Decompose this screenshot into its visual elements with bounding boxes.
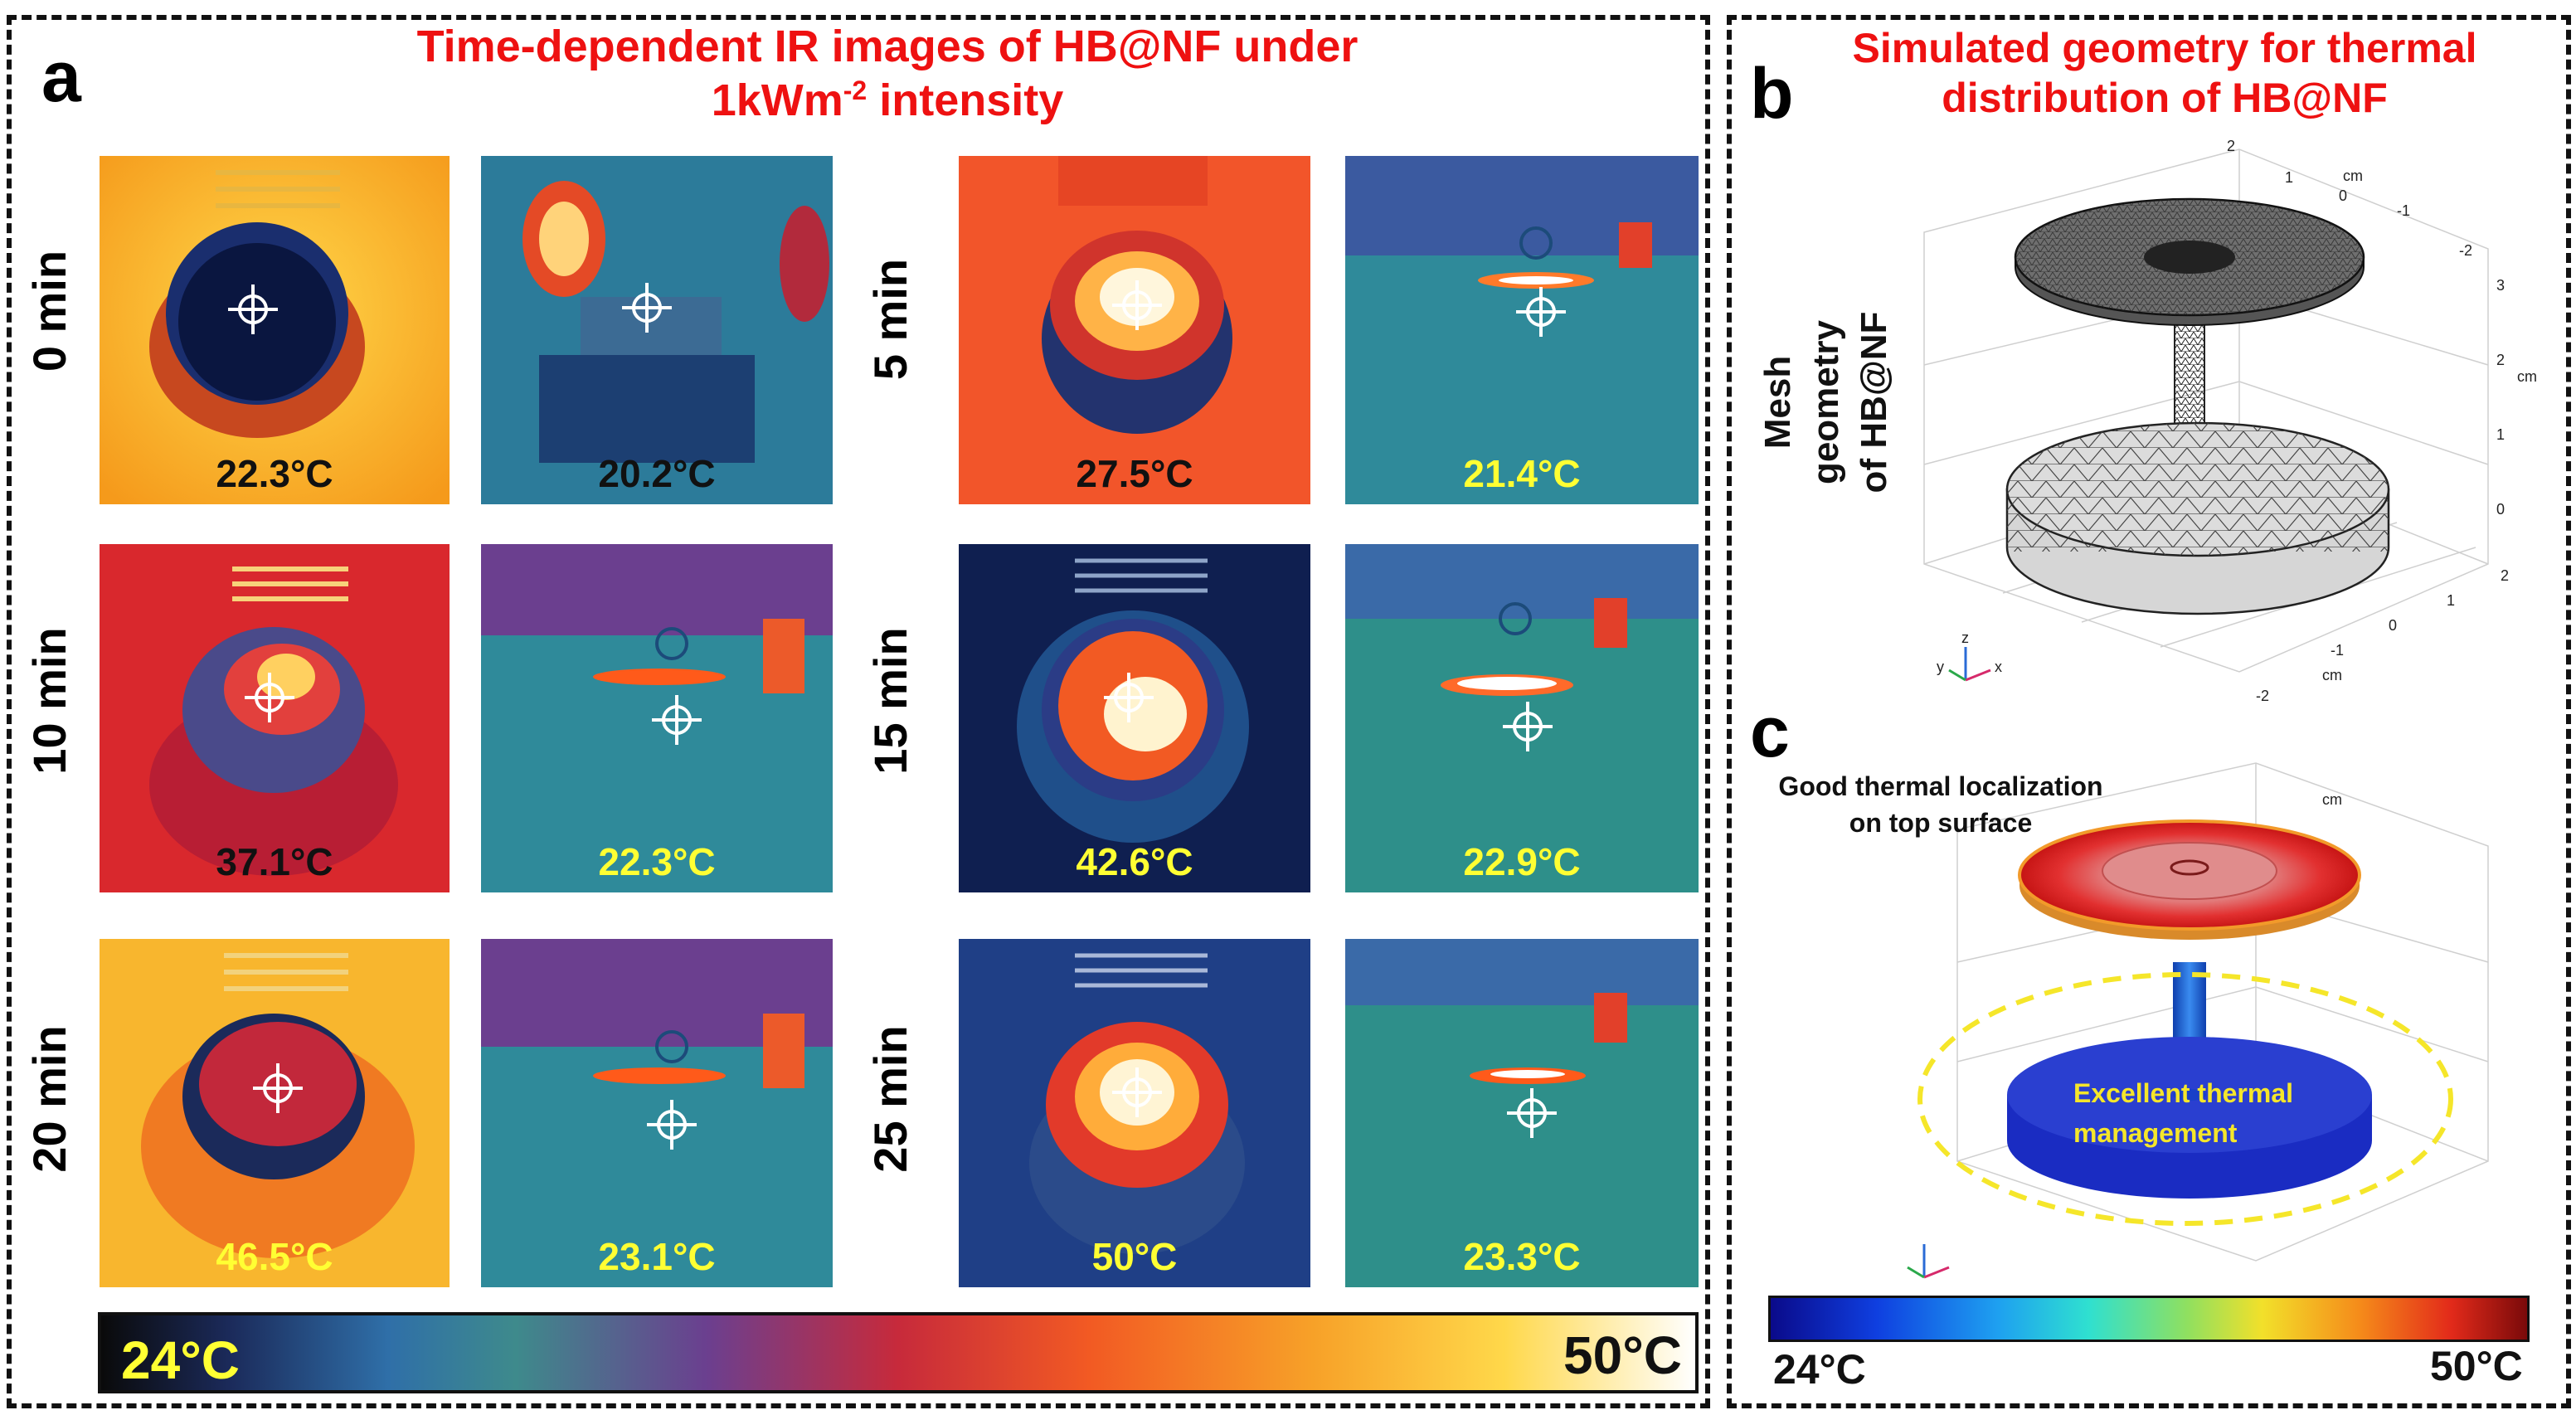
- temp-20min-top: 46.5°C: [216, 1235, 333, 1278]
- panel-c-letter: c: [1750, 693, 1790, 772]
- ir-thermal-top-5: [959, 156, 1310, 504]
- thermal-dashed-circle: [1917, 972, 2453, 1226]
- svg-text:2: 2: [2227, 138, 2235, 154]
- ir-thermal-top-25: [959, 939, 1310, 1287]
- svg-text:-2: -2: [2459, 242, 2472, 259]
- ir-thermal-side-20: [481, 939, 833, 1287]
- panel-b-side-label-line1: Mesh geometry: [1757, 319, 1846, 485]
- annotation-top-line2: on top surface: [1849, 808, 2033, 838]
- svg-text:y: y: [1937, 659, 1944, 675]
- svg-text:-1: -1: [2331, 642, 2344, 659]
- panel-b-title-line1: Simulated geometry for thermal: [1852, 25, 2477, 71]
- svg-text:-1: -1: [2397, 202, 2410, 219]
- ir-image-5min-side: 21.4°C: [1345, 156, 1699, 504]
- mesh-triad: z x y: [1937, 630, 2002, 682]
- annotation-bottom: Excellent thermal management: [2073, 1073, 2322, 1153]
- svg-text:0: 0: [2339, 187, 2347, 204]
- panel-a-title-line1: Time-dependent IR images of HB@NF under: [416, 22, 1358, 71]
- svg-text:-2: -2: [2256, 688, 2269, 704]
- ir-thermal-side-5: [1345, 156, 1699, 504]
- ir-image-25min-top: 50°C: [959, 939, 1310, 1287]
- panel-b-letter: b: [1750, 54, 1794, 134]
- ir-image-0min-side: 20.2°C: [481, 156, 833, 504]
- temp-10min-top: 37.1°C: [216, 840, 333, 883]
- svg-text:cm: cm: [2517, 368, 2537, 385]
- ir-thermal-top-15: [959, 544, 1310, 892]
- ir-thermal-side-0: [481, 156, 833, 504]
- ir-image-15min-side: 22.9°C: [1345, 544, 1699, 892]
- svg-text:cm: cm: [2322, 667, 2342, 683]
- panel-b-title-line2: distribution of HB@NF: [1942, 75, 2388, 121]
- annotation-bottom-line1: Excellent thermal: [2073, 1078, 2293, 1108]
- ir-colorbar-max: 50°C: [1563, 1325, 1682, 1385]
- temp-15min-side: 22.9°C: [1463, 840, 1581, 883]
- ir-thermal-top-0: [100, 156, 450, 504]
- time-label-0min: 0 min: [23, 250, 75, 372]
- ir-image-0min-top: 22.3°C: [100, 156, 450, 504]
- ir-thermal-side-15: [1345, 544, 1699, 892]
- panel-a-frame: [7, 15, 1710, 1408]
- ir-thermal-side-25: [1345, 939, 1699, 1287]
- panel-b-title: Simulated geometry for thermal distribut…: [1791, 23, 2538, 123]
- time-label-5min: 5 min: [864, 258, 916, 381]
- thermal-bottom-disk: [2007, 1037, 2372, 1199]
- svg-text:0: 0: [2389, 617, 2397, 634]
- thermal-axis-unit: cm: [2322, 791, 2342, 808]
- ir-colorbar-min: 24°C: [121, 1330, 240, 1390]
- simulation-colorbar: [1768, 1296, 2530, 1342]
- panel-a-letter: a: [41, 37, 81, 117]
- ir-thermal-top-20: [100, 939, 450, 1287]
- panel-a-title-line2: 1kWm-2 intensity: [711, 75, 1064, 125]
- panel-a-title: Time-dependent IR images of HB@NF under …: [249, 20, 1526, 128]
- svg-text:x: x: [1995, 659, 2002, 675]
- svg-text:2: 2: [2501, 567, 2509, 584]
- temp-0min-side: 20.2°C: [598, 452, 716, 495]
- time-label-10min: 10 min: [23, 627, 75, 775]
- ir-thermal-top-10: [100, 544, 450, 892]
- temp-25min-side: 23.3°C: [1463, 1235, 1581, 1278]
- ir-image-10min-top: 37.1°C: [100, 544, 450, 892]
- panel-bc-frame: [1727, 15, 2571, 1408]
- panel-b-side-label: Mesh geometry of HB@NF: [1754, 286, 1894, 518]
- mesh-top-tick: 1: [2285, 169, 2293, 186]
- annotation-top-surface: Good thermal localization on top surface: [1742, 768, 2140, 841]
- temp-15min-top: 42.6°C: [1076, 840, 1193, 883]
- ir-image-20min-top: 46.5°C: [100, 939, 450, 1287]
- thermal-top-disk: [2018, 819, 2361, 940]
- simulation-colorbar-max: 50°C: [2430, 1343, 2523, 1389]
- ir-thermal-side-10: [481, 544, 833, 892]
- svg-text:2: 2: [2496, 352, 2505, 368]
- thermal-distribution-plot: cm: [1907, 762, 2489, 1279]
- annotation-bottom-line2: management: [2073, 1118, 2238, 1148]
- temp-0min-top: 22.3°C: [216, 452, 333, 495]
- svg-text:cm: cm: [2343, 168, 2363, 184]
- time-label-20min: 20 min: [23, 1025, 75, 1173]
- thermal-triad: [1907, 1244, 1950, 1279]
- temp-25min-top: 50°C: [1091, 1235, 1178, 1278]
- time-label-15min: 15 min: [864, 627, 916, 775]
- time-label-25min: 25 min: [864, 1025, 916, 1173]
- mesh-geometry-plot: 2 1 0 -1 -2 cm 3 2 1 0 cm 2 1 0 -1 -2 cm…: [1923, 138, 2537, 704]
- temp-20min-side: 23.1°C: [598, 1235, 716, 1278]
- svg-text:z: z: [1961, 630, 1969, 646]
- ir-image-25min-side: 23.3°C: [1345, 939, 1699, 1287]
- temp-5min-top: 27.5°C: [1076, 452, 1193, 495]
- mesh-bottom-disk: [2005, 421, 2390, 615]
- ir-colorbar: 24°C 50°C: [98, 1312, 1699, 1393]
- svg-text:0: 0: [2496, 501, 2505, 518]
- ir-image-10min-side: 22.3°C: [481, 544, 833, 892]
- simulation-colorbar-min: 24°C: [1773, 1346, 1866, 1393]
- ir-image-20min-side: 23.1°C: [481, 939, 833, 1287]
- svg-text:1: 1: [2447, 592, 2455, 609]
- temp-5min-side: 21.4°C: [1463, 452, 1581, 495]
- svg-text:3: 3: [2496, 277, 2505, 294]
- mesh-axis-labels: 2 1 0 -1 -2 cm 3 2 1 0 cm 2 1 0 -1 -2 cm: [2227, 138, 2537, 704]
- annotation-top-line1: Good thermal localization: [1778, 771, 2103, 801]
- ir-image-5min-top: 27.5°C: [959, 156, 1310, 504]
- svg-text:1: 1: [2496, 426, 2505, 443]
- mesh-top-disk: [2014, 197, 2365, 326]
- temp-10min-side: 22.3°C: [598, 840, 716, 883]
- ir-image-15min-top: 42.6°C: [959, 544, 1310, 892]
